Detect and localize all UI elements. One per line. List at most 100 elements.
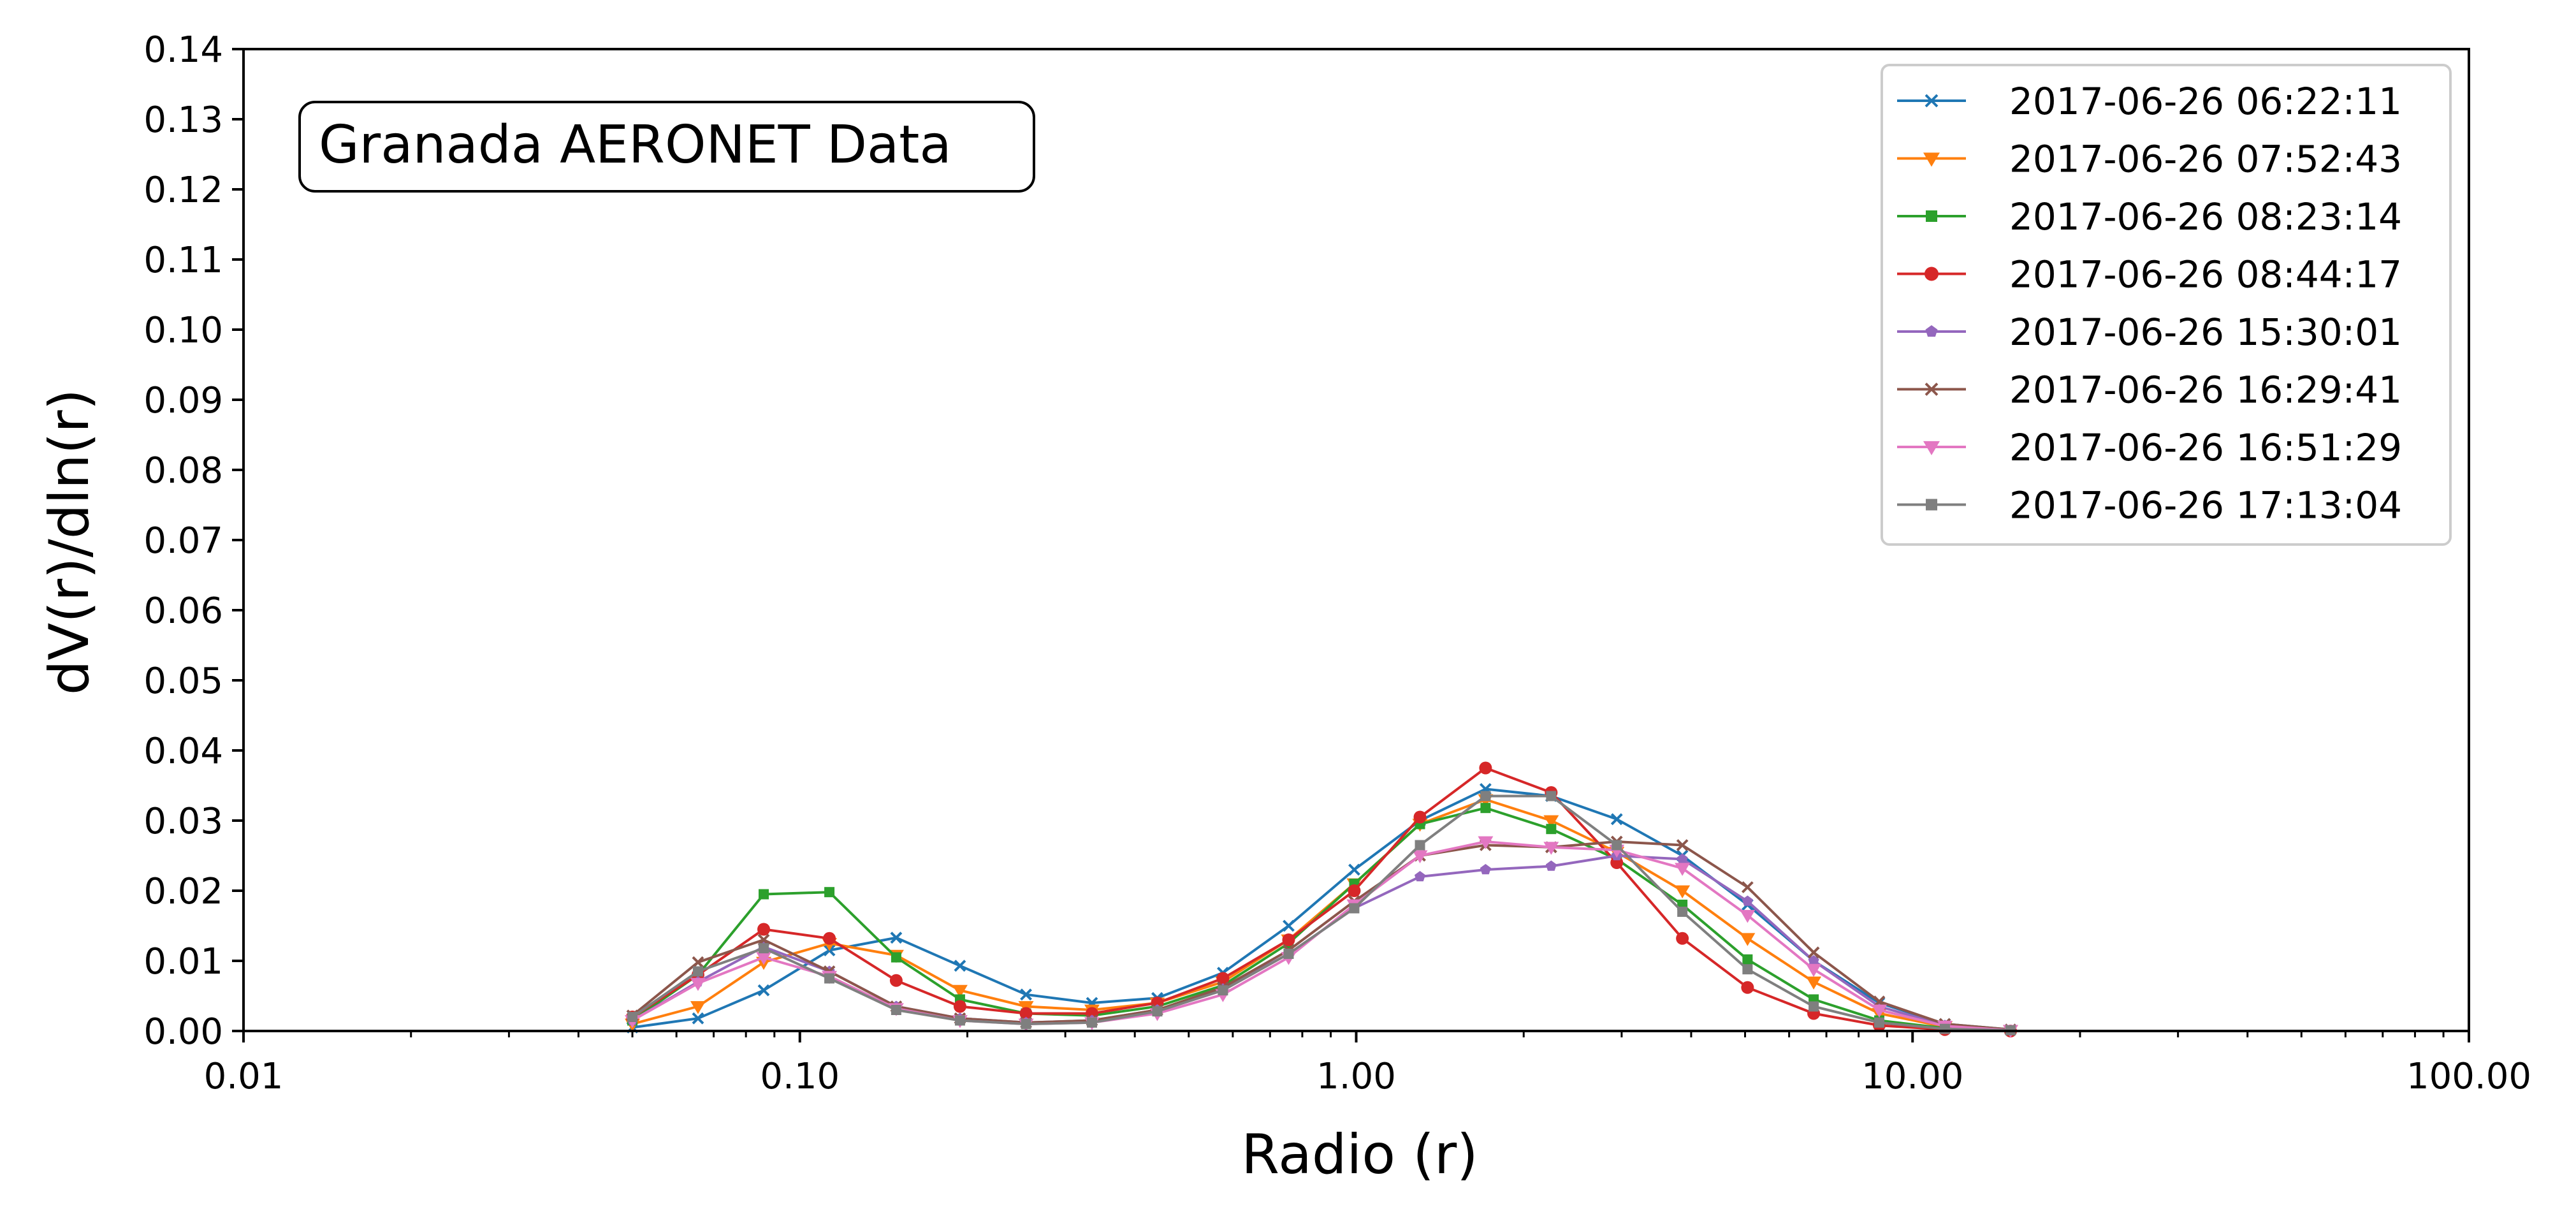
y-tick-label: 0.13 [143,99,223,141]
y-tick-label: 0.12 [143,170,223,211]
legend-marker [1926,499,1937,511]
legend-item: 2017-06-26 15:30:01 [1897,311,2402,354]
data-point [891,952,901,963]
x-tick-label: 100.00 [2406,1056,2531,1097]
series-6 [626,835,2017,1036]
data-point [690,1001,706,1014]
data-point [1282,933,1295,946]
legend-marker [1925,94,1939,108]
data-point [1543,815,1559,828]
data-point [759,943,769,954]
data-point [692,1012,704,1025]
data-point [1741,981,1754,994]
legend-marker [1926,210,1937,222]
legend-label: 2017-06-26 06:22:11 [2009,80,2402,123]
legend-label: 2017-06-26 08:23:14 [2009,195,2402,238]
legend-item: 2017-06-26 08:23:14 [1897,195,2402,238]
legend-item: 2017-06-26 16:29:41 [1897,369,2402,412]
data-point [1741,881,1754,893]
data-point [627,1012,638,1022]
legend-items: 2017-06-26 06:22:11 2017-06-26 07:52:43 20… [1897,80,2402,527]
legend-item: 2017-06-26 16:51:29 [1897,426,2402,469]
x-axis-title: Radio (r) [1241,1123,1478,1187]
data-point [759,889,769,900]
legend-label: 2017-06-26 15:30:01 [2009,311,2402,354]
y-tick-label: 0.02 [143,871,223,912]
data-point [1415,840,1425,851]
x-tick-label: 10.00 [1861,1056,1963,1097]
data-point [1612,840,1622,851]
data-point [891,1005,901,1015]
data-point [1478,836,1494,849]
legend-label: 2017-06-26 08:44:17 [2009,253,2402,296]
data-point [1808,955,1819,966]
data-point [1740,910,1756,923]
data-point [1546,824,1557,835]
data-point [1806,976,1822,990]
data-point [1019,1007,1033,1020]
legend-label: 2017-06-26 16:29:41 [2009,369,2402,412]
legend-item: 2017-06-26 08:44:17 [1897,253,2402,296]
data-point [1742,964,1753,975]
data-point [1218,985,1228,996]
legend-item: 2017-06-26 06:22:11 [1897,80,2402,123]
y-axis-title: dV(r)/dln(r) [38,389,101,695]
legend-marker [1923,441,1940,455]
annotation-frame [298,101,1035,193]
data-point [1021,1019,1031,1029]
data-point [1543,842,1559,855]
data-point [1872,1004,1888,1018]
series-line [631,840,2011,1031]
data-point [1808,1001,1819,1012]
data-point [1677,907,1688,917]
legend-label: 2017-06-26 07:52:43 [2009,138,2402,181]
series-line [631,807,2011,1032]
marks-layer [625,761,2018,1038]
data-point [1414,871,1426,882]
data-point [1545,860,1557,871]
data-point [889,974,903,987]
y-tick-label: 0.10 [143,310,223,351]
data-point [954,1015,965,1026]
y-tick-label: 0.03 [143,801,223,842]
series-line [632,798,2011,1032]
data-point [953,1000,966,1013]
data-point [823,932,836,945]
legend-marker [1925,267,1939,281]
data-point [1480,803,1491,814]
data-point [824,887,835,898]
legend: 2017-06-26 06:22:11 2017-06-26 07:52:43 20… [1881,64,2452,546]
data-point [1677,853,1688,864]
x-tick-label: 0.10 [760,1056,840,1097]
data-point [1676,839,1689,851]
data-point [1480,791,1491,801]
data-point [890,932,903,944]
y-tick-label: 0.09 [143,380,223,421]
y-tick-label: 0.07 [143,520,223,562]
series-line [631,794,2011,1032]
data-point [1874,1017,1885,1028]
legend-label: 2017-06-26 16:51:29 [2009,426,2402,469]
data-point [1349,903,1360,914]
data-point [1086,1017,1097,1028]
data-point [1742,954,1753,965]
data-point [1283,919,1295,932]
legend-marker [1925,325,1938,337]
data-point [1412,850,1428,863]
data-point [1283,949,1294,959]
data-point [1413,810,1427,824]
data-point [690,977,706,991]
legend-item: 2017-06-26 17:13:04 [1897,484,2402,527]
y-tick-label: 0.14 [143,29,223,71]
y-tick-label: 0.11 [143,240,223,281]
data-point [1152,1006,1163,1017]
series-3 [627,803,2016,1035]
data-point [1807,946,1820,959]
data-point [824,973,835,984]
annotation-text: Granada AERONET Data [319,115,952,175]
data-point [954,960,966,972]
y-tick-label: 0.05 [143,661,223,702]
ticks-layer: 0.000.010.020.030.040.050.060.070.080.09… [143,29,2531,1097]
data-point [692,956,704,969]
